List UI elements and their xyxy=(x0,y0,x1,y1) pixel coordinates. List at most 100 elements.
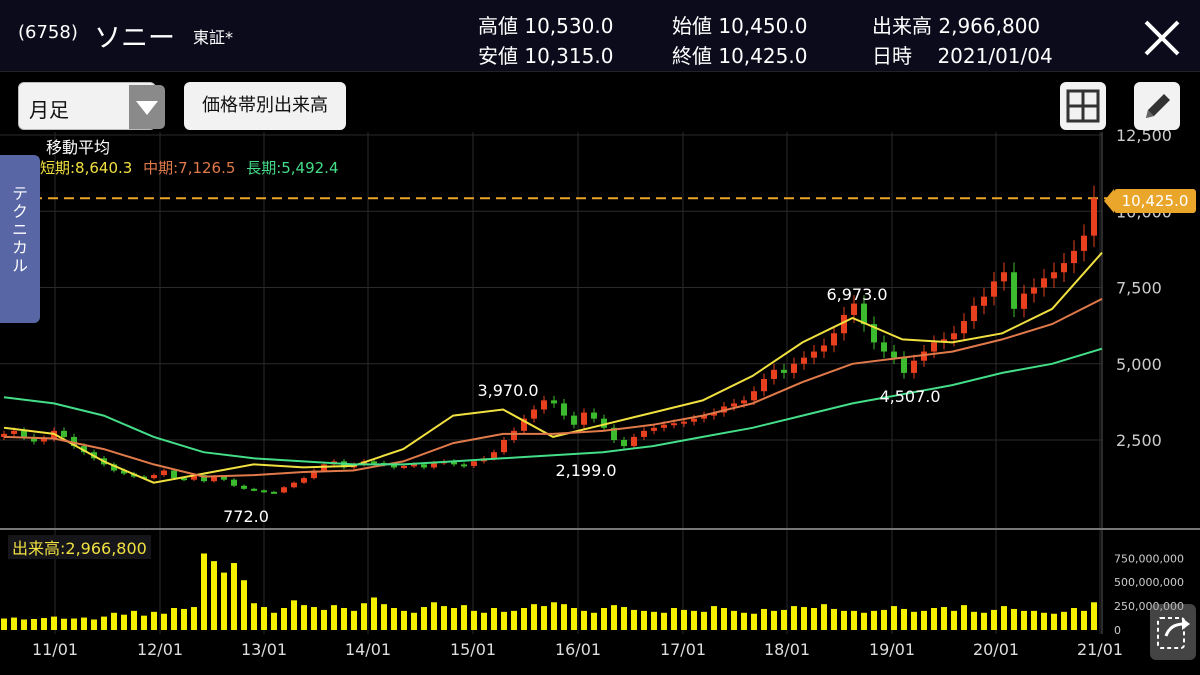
period-select[interactable]: 月足 xyxy=(18,82,165,130)
volume-bar xyxy=(531,604,537,630)
candle-body xyxy=(241,485,247,489)
volume-bar xyxy=(431,602,437,630)
volume-bar xyxy=(991,609,997,630)
candle-body xyxy=(1031,287,1037,294)
volume-bar xyxy=(1051,613,1057,630)
volume-bar xyxy=(671,607,677,630)
candle-body xyxy=(541,400,547,410)
volume-profile-button[interactable]: 価格帯別出来高 xyxy=(184,82,346,130)
volume-panel-label: 出来高:2,966,800 xyxy=(8,535,151,559)
candle-body xyxy=(551,400,557,404)
volume-bar xyxy=(931,607,937,630)
volume-bar xyxy=(521,607,527,630)
volume-bar xyxy=(1081,610,1087,630)
volume-bar xyxy=(651,611,657,630)
candle-body xyxy=(171,470,177,479)
volume-bar xyxy=(261,607,267,630)
candle-body xyxy=(1001,272,1007,282)
price-tick-label: 5,000 xyxy=(1116,355,1162,374)
volume-bar xyxy=(281,607,287,630)
volume-bar xyxy=(461,605,467,630)
volume-bar xyxy=(81,617,87,630)
ma-mid-label: 中期:7,126.5 xyxy=(143,159,236,177)
candle-body xyxy=(81,446,87,453)
x-tick-label: 18/01 xyxy=(764,640,810,659)
candle-body xyxy=(261,490,267,493)
moving-average-title: 移動平均 xyxy=(46,138,111,157)
volume-bar xyxy=(821,604,827,630)
volume-bar xyxy=(801,607,807,630)
date-quote: 日時 2021/01/04 xyxy=(872,44,1053,68)
volume-bar xyxy=(221,572,227,630)
volume-bar xyxy=(1061,611,1067,630)
volume-bar xyxy=(131,610,137,630)
volume-bar xyxy=(141,615,147,630)
candle-body xyxy=(891,351,897,358)
close-button[interactable] xyxy=(1140,16,1184,60)
volume-bar xyxy=(361,603,367,630)
stock-code: (6758) xyxy=(18,22,78,43)
volume-bar xyxy=(771,610,777,630)
candle-body xyxy=(231,479,237,486)
volume-bar xyxy=(171,607,177,630)
volume-bar xyxy=(71,618,77,630)
candle-body xyxy=(211,476,217,482)
ma-short-line xyxy=(3,252,1103,484)
technical-tab[interactable]: テクニカル xyxy=(0,155,40,323)
volume-bar xyxy=(781,609,787,630)
volume-bar xyxy=(331,605,337,630)
x-tick-label: 12/01 xyxy=(137,640,183,659)
ma-long-line xyxy=(3,347,1103,466)
volume-bar xyxy=(881,609,887,630)
layout-button[interactable] xyxy=(1060,82,1106,130)
volume-bar xyxy=(511,610,517,630)
price-tick-label: 7,500 xyxy=(1116,279,1162,298)
volume-bar xyxy=(641,610,647,630)
candle-body xyxy=(311,470,317,479)
chart-expand-button[interactable] xyxy=(1150,604,1196,660)
candle-body xyxy=(501,440,507,453)
volume-bar xyxy=(751,613,757,630)
volume-bar xyxy=(291,600,297,630)
volume-bar xyxy=(1021,610,1027,630)
volume-bar xyxy=(211,561,217,630)
volume-bar xyxy=(51,616,57,630)
volume-bar xyxy=(711,606,717,630)
period-dropdown-button[interactable] xyxy=(129,85,165,129)
volume-quote: 出来高 2,966,800 xyxy=(872,14,1041,38)
candle-body xyxy=(151,475,157,479)
volume-bar xyxy=(241,580,247,630)
draw-button[interactable] xyxy=(1134,82,1180,130)
candle-body xyxy=(851,303,857,315)
volume-bar xyxy=(951,610,957,630)
volume-bar xyxy=(181,608,187,630)
volume-bar xyxy=(691,610,697,630)
x-tick-label: 13/01 xyxy=(241,640,287,659)
candle-body xyxy=(271,491,277,494)
volume-bar xyxy=(251,603,257,630)
candle-body xyxy=(11,430,17,434)
volume-bar xyxy=(851,610,857,630)
header-bar: (6758) ソニー 東証* 高値 10,530.0 安値 10,315.0 始… xyxy=(0,0,1200,72)
candle-body xyxy=(161,470,167,476)
volume-bar xyxy=(581,610,587,630)
candle-body xyxy=(521,418,527,431)
candle-body xyxy=(281,487,287,493)
candle-body xyxy=(491,452,497,459)
volume-tick-label: 500,000,000 xyxy=(1114,576,1184,589)
candle-body xyxy=(631,436,637,447)
candle-body xyxy=(581,412,587,425)
candle-body xyxy=(591,412,597,419)
candle-body xyxy=(871,324,877,343)
volume-bar xyxy=(271,612,277,630)
x-tick-label: 14/01 xyxy=(345,640,391,659)
ma-short-label: 短期:8,640.3 xyxy=(40,159,133,177)
candle-body xyxy=(991,281,997,297)
price-annotation: 3,970.0 xyxy=(477,381,538,400)
candles xyxy=(1,185,1097,494)
candle-body xyxy=(691,418,697,422)
volume-bar xyxy=(501,611,507,630)
volume-bar xyxy=(471,610,477,630)
x-tick-label: 19/01 xyxy=(869,640,915,659)
